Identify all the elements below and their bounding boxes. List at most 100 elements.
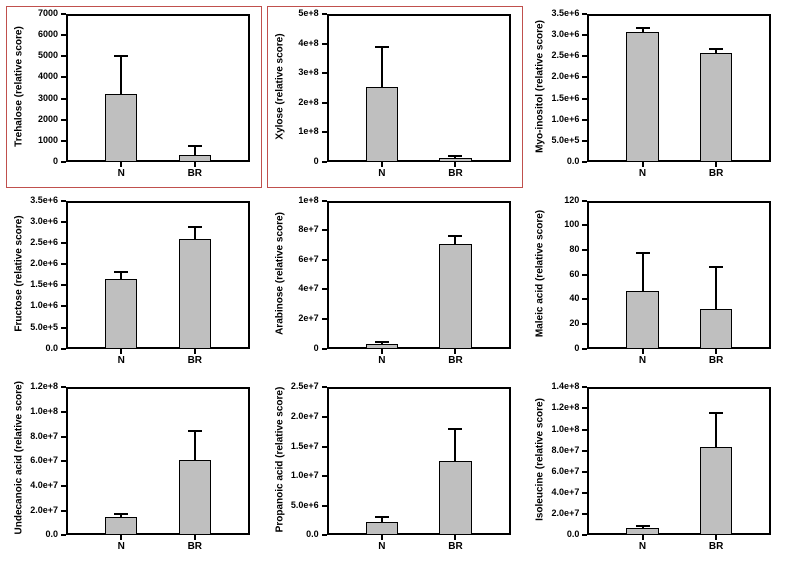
errorbar-cap — [636, 525, 650, 527]
ytick-label: 2.0e+7 — [267, 411, 319, 421]
xtick-mark — [194, 349, 196, 354]
ytick-label: 0 — [6, 156, 58, 166]
bar-N — [105, 94, 137, 162]
ytick-label: 20 — [527, 318, 579, 328]
ytick-label: 4e+7 — [267, 283, 319, 293]
ytick-mark — [61, 305, 66, 307]
ytick-label: 1.4e+8 — [527, 381, 579, 391]
ytick-mark — [61, 485, 66, 487]
panel-8: Isoleucine (relative score)0.02.0e+74.0e… — [527, 379, 783, 561]
bar-N — [626, 32, 658, 162]
bar-N — [366, 87, 398, 162]
ytick-mark — [61, 510, 66, 512]
errorbar — [194, 430, 196, 460]
xtick-mark — [120, 162, 122, 167]
ytick-label: 1.0e+8 — [527, 424, 579, 434]
errorbar — [715, 266, 717, 309]
plot-frame — [66, 387, 250, 535]
ytick-mark — [582, 471, 587, 473]
errorbar — [642, 252, 644, 290]
ytick-mark — [582, 200, 587, 202]
ytick-mark — [322, 288, 327, 290]
ytick-mark — [322, 348, 327, 350]
ytick-label: 1.5e+7 — [267, 441, 319, 451]
ytick-label: 6.0e+7 — [527, 466, 579, 476]
xtick-label: N — [101, 168, 141, 179]
xtick-mark — [381, 535, 383, 540]
xtick-label: N — [101, 355, 141, 366]
ytick-label: 1000 — [6, 135, 58, 145]
ytick-mark — [582, 450, 587, 452]
bar-BR — [700, 309, 732, 348]
ytick-mark — [322, 446, 327, 448]
xtick-label: N — [362, 168, 402, 179]
bar-BR — [700, 53, 732, 162]
ytick-label: 6e+7 — [267, 254, 319, 264]
y-axis-label: Xylose (relative score) — [274, 12, 285, 162]
errorbar-cap — [375, 516, 389, 518]
bar-BR — [179, 460, 211, 535]
xtick-label: BR — [435, 168, 475, 179]
ytick-label: 1.2e+8 — [6, 381, 58, 391]
ytick-label: 4.0e+7 — [527, 487, 579, 497]
errorbar — [715, 412, 717, 447]
ytick-mark — [61, 436, 66, 438]
ytick-mark — [582, 98, 587, 100]
xtick-mark — [715, 535, 717, 540]
chart-grid: Trehalose (relative score)01000200030004… — [6, 6, 784, 562]
ytick-mark — [322, 131, 327, 133]
ytick-mark — [582, 298, 587, 300]
ytick-label: 8.0e+7 — [527, 445, 579, 455]
ytick-mark — [322, 13, 327, 15]
xtick-mark — [642, 535, 644, 540]
ytick-mark — [582, 76, 587, 78]
ytick-label: 1.5e+6 — [527, 93, 579, 103]
ytick-label: 120 — [527, 195, 579, 205]
xtick-label: N — [362, 355, 402, 366]
ytick-label: 4.0e+7 — [6, 480, 58, 490]
ytick-label: 8.0e+7 — [6, 431, 58, 441]
ytick-label: 2e+8 — [267, 97, 319, 107]
bar-BR — [179, 239, 211, 349]
ytick-mark — [322, 200, 327, 202]
errorbar-cap — [375, 46, 389, 48]
ytick-mark — [61, 284, 66, 286]
xtick-mark — [642, 162, 644, 167]
ytick-label: 6.0e+7 — [6, 455, 58, 465]
ytick-label: 2.0e+6 — [527, 71, 579, 81]
ytick-mark — [322, 259, 327, 261]
panel-2: Myo-inositol (relative score)0.05.0e+51.… — [527, 6, 783, 188]
errorbar — [381, 46, 383, 87]
errorbar-cap — [114, 55, 128, 57]
ytick-mark — [582, 386, 587, 388]
ytick-label: 4e+8 — [267, 38, 319, 48]
ytick-mark — [582, 34, 587, 36]
ytick-mark — [61, 263, 66, 265]
ytick-label: 0.0 — [527, 156, 579, 166]
ytick-label: 2000 — [6, 114, 58, 124]
ytick-mark — [61, 460, 66, 462]
xtick-mark — [454, 349, 456, 354]
ytick-mark — [61, 34, 66, 36]
ytick-label: 1e+8 — [267, 195, 319, 205]
bar-N — [366, 522, 398, 536]
ytick-label: 5000 — [6, 50, 58, 60]
ytick-label: 2.0e+6 — [6, 258, 58, 268]
panel-0: Trehalose (relative score)01000200030004… — [6, 6, 262, 188]
errorbar-cap — [114, 271, 128, 273]
ytick-mark — [61, 13, 66, 15]
bar-BR — [179, 155, 211, 162]
xtick-label: BR — [175, 168, 215, 179]
ytick-label: 1.0e+6 — [6, 300, 58, 310]
ytick-mark — [582, 161, 587, 163]
xtick-mark — [642, 349, 644, 354]
ytick-mark — [582, 534, 587, 536]
plot-frame — [327, 14, 511, 162]
ytick-mark — [322, 161, 327, 163]
ytick-label: 1.0e+7 — [267, 470, 319, 480]
errorbar-cap — [709, 266, 723, 268]
ytick-label: 5.0e+5 — [527, 135, 579, 145]
ytick-mark — [322, 475, 327, 477]
errorbar-cap — [114, 513, 128, 515]
plot-frame — [327, 387, 511, 535]
